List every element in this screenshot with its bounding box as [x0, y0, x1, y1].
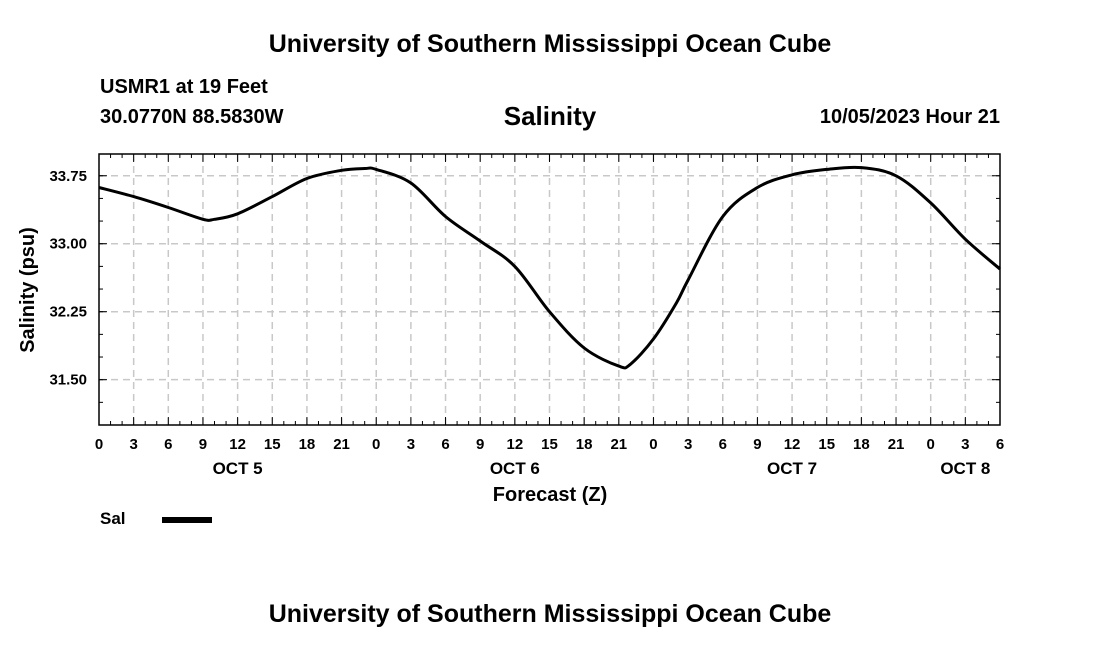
- x-tick-label: 15: [264, 436, 281, 453]
- grid: [99, 154, 1000, 425]
- axis-labels: 0 3 6 9 12 15 18 21 0 3 6 9 12 15 18 21 0 3 6 9 12 15 18 21 0 3 6 3…: [49, 168, 1004, 478]
- x-tick-label: 18: [299, 436, 316, 453]
- x-tick-label: 0: [372, 436, 380, 453]
- x-axis-label: Forecast (Z): [493, 484, 607, 506]
- station-coordinates: 30.0770N 88.5830W: [100, 106, 284, 128]
- x-tick-label: 0: [927, 436, 935, 453]
- y-tick-label: 33.75: [49, 168, 87, 185]
- series-line-sal: [98, 165, 1001, 370]
- day-label: OCT 8: [940, 459, 990, 478]
- x-tick-label: 3: [129, 436, 137, 453]
- x-tick-label: 9: [199, 436, 207, 453]
- plot-frame: [98, 153, 1001, 426]
- x-tick-label: 9: [476, 436, 484, 453]
- x-tick-label: 9: [753, 436, 761, 453]
- x-tick-label: 12: [784, 436, 801, 453]
- page-title: University of Southern Mississippi Ocean…: [268, 30, 832, 58]
- x-tick-label: 3: [407, 436, 415, 453]
- y-axis-label: Salinity (psu): [17, 227, 39, 353]
- x-tick-label: 6: [996, 436, 1004, 453]
- footer-title: University of Southern Mississippi Ocean…: [268, 600, 832, 628]
- chart-title: Salinity: [503, 101, 597, 131]
- x-tick-label: 15: [541, 436, 558, 453]
- day-label: OCT 6: [490, 459, 540, 478]
- x-tick-label: 6: [441, 436, 449, 453]
- day-label: OCT 7: [767, 459, 817, 478]
- forecast-timestamp: 10/05/2023 Hour 21: [819, 106, 1000, 128]
- y-tick-label: 33.00: [49, 236, 87, 253]
- x-tick-label: 6: [719, 436, 727, 453]
- y-tick-label: 32.25: [49, 304, 87, 321]
- x-tick-label: 21: [888, 436, 905, 453]
- legend-swatch: [162, 517, 212, 523]
- x-tick-label: 0: [649, 436, 657, 453]
- x-tick-label: 3: [961, 436, 969, 453]
- station-label: USMR1 at 19 Feet: [100, 76, 268, 98]
- x-tick-label: 21: [333, 436, 350, 453]
- x-tick-label: 21: [610, 436, 627, 453]
- x-tick-label: 12: [507, 436, 524, 453]
- y-tick-label: 31.50: [49, 372, 87, 389]
- x-tick-label: 3: [684, 436, 692, 453]
- x-tick-label: 0: [95, 436, 103, 453]
- x-tick-label: 12: [229, 436, 246, 453]
- legend-label: Sal: [100, 509, 126, 528]
- x-tick-label: 6: [164, 436, 172, 453]
- day-label: OCT 5: [213, 459, 263, 478]
- x-tick-label: 18: [853, 436, 870, 453]
- x-tick-label: 15: [818, 436, 835, 453]
- x-tick-label: 18: [576, 436, 593, 453]
